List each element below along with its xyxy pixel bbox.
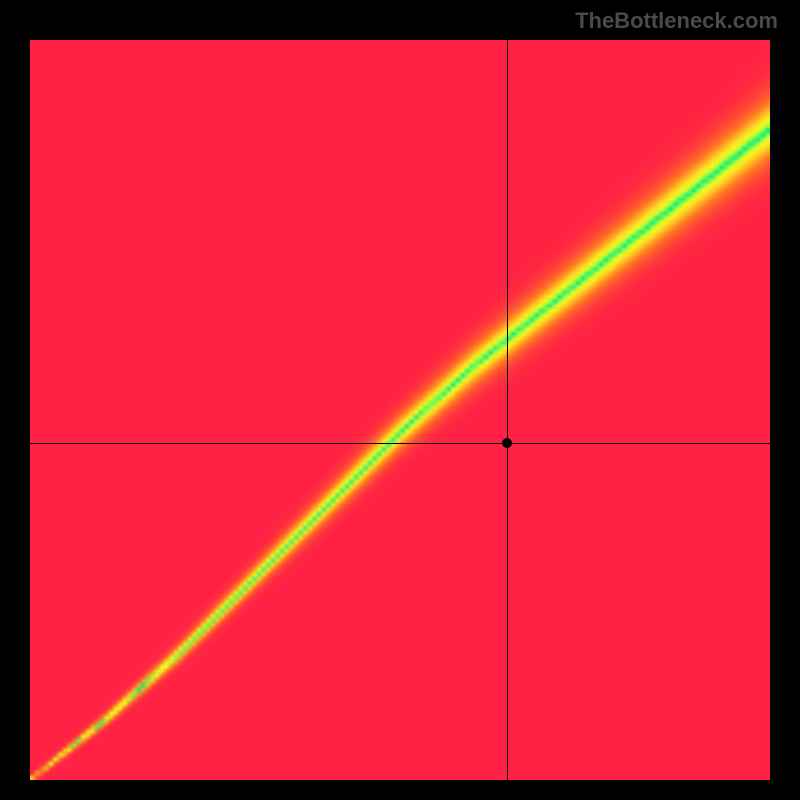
- heatmap-canvas: [30, 40, 770, 780]
- crosshair-horizontal: [30, 443, 770, 444]
- marker-dot: [502, 438, 512, 448]
- crosshair-vertical: [507, 40, 508, 780]
- bottleneck-heatmap: [30, 40, 770, 780]
- watermark-text: TheBottleneck.com: [575, 8, 778, 34]
